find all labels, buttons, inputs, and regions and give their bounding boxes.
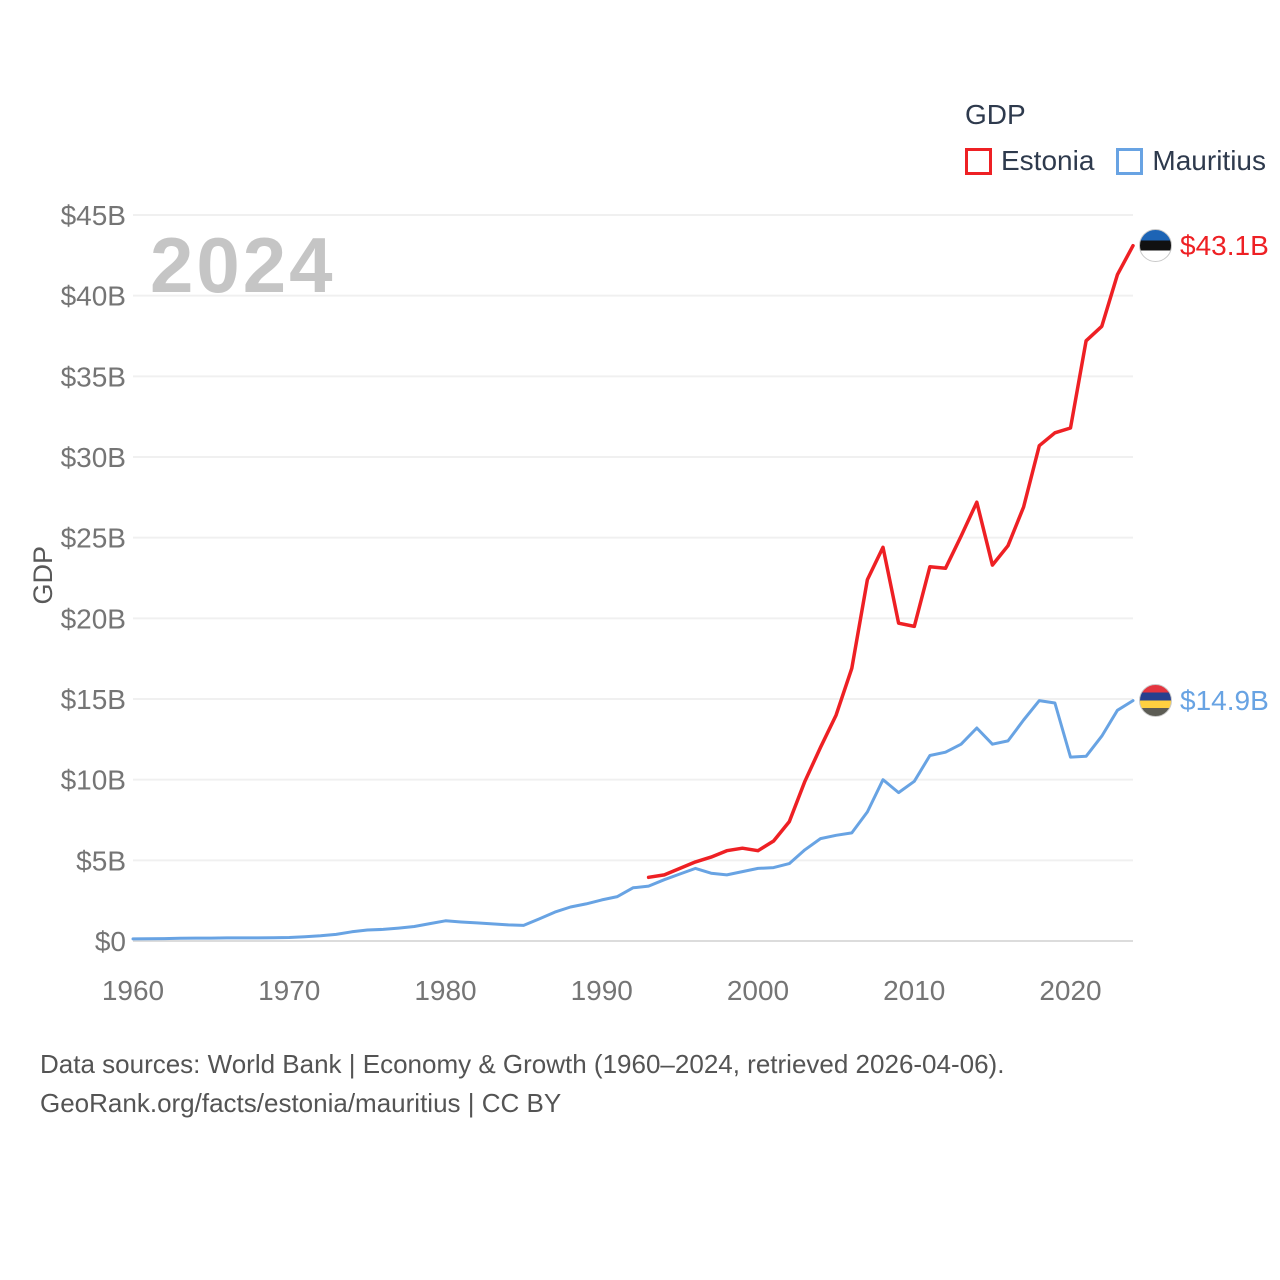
- footer-line-sources: Data sources: World Bank | Economy & Gro…: [40, 1049, 1005, 1079]
- legend-title: GDP: [965, 99, 1026, 130]
- estonia-swatch: [965, 147, 992, 175]
- series-line-mauritius: [131, 699, 1135, 941]
- end-value-mauritius: $14.9B: [1180, 684, 1269, 716]
- y-tick-label: $30B: [61, 442, 126, 473]
- mauritius-swatch: [1116, 147, 1144, 175]
- x-tick-label: 2010: [883, 975, 945, 1006]
- footer-line-url: GeoRank.org/facts/estonia/mauritius | CC…: [40, 1088, 562, 1118]
- legend: GDP Estonia Mauritius: [965, 99, 1266, 177]
- y-tick-label: $20B: [61, 603, 126, 634]
- legend-item-estonia[interactable]: Estonia: [965, 145, 1094, 177]
- y-tick-label: $5B: [76, 845, 126, 876]
- y-tick-label: $15B: [61, 684, 126, 715]
- y-tick-label: $40B: [61, 281, 126, 312]
- y-tick-label: $0: [95, 926, 126, 957]
- x-tick-label: 1970: [258, 975, 320, 1006]
- x-tick-label: 2020: [1039, 975, 1101, 1006]
- legend-label-estonia: Estonia: [1001, 145, 1095, 176]
- legend-label-mauritius: Mauritius: [1152, 145, 1266, 176]
- x-tick-label: 1960: [102, 975, 164, 1006]
- y-tick-label: $35B: [61, 361, 126, 392]
- attribution: Data sources: World Bank | Economy & Gro…: [40, 1045, 1004, 1123]
- series-line-estonia: [646, 243, 1135, 880]
- x-tick-label: 1980: [414, 975, 476, 1006]
- end-label-estonia: $43.1B: [1139, 229, 1269, 263]
- mauritius-flag-icon: [1139, 684, 1172, 718]
- estonia-flag-icon: [1139, 229, 1172, 263]
- legend-items: Estonia Mauritius: [965, 145, 1266, 177]
- y-tick-label: $25B: [61, 523, 126, 554]
- end-value-estonia: $43.1B: [1180, 229, 1269, 261]
- legend-item-mauritius[interactable]: Mauritius: [1116, 145, 1266, 177]
- x-tick-label: 2000: [727, 975, 789, 1006]
- x-tick-label: 1990: [571, 975, 633, 1006]
- y-tick-label: $45B: [61, 200, 126, 231]
- year-watermark: 2024: [150, 221, 336, 309]
- y-tick-label: $10B: [61, 765, 126, 796]
- end-label-mauritius: $14.9B: [1139, 684, 1269, 718]
